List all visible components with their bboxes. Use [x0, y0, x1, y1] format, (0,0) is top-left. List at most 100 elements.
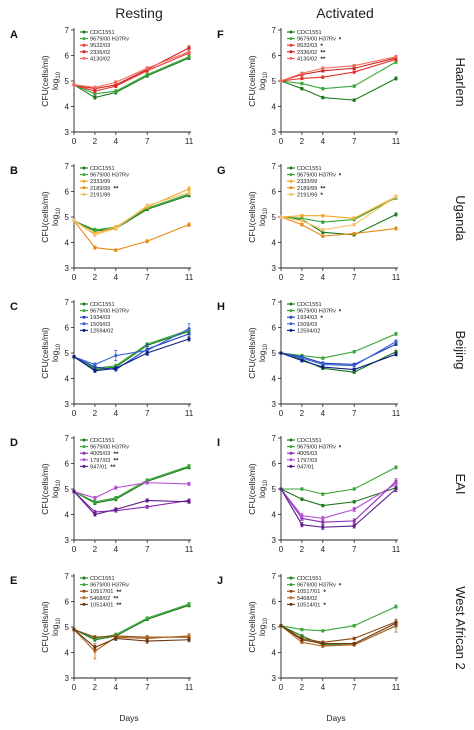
- legend-entry: 1934/03: [90, 315, 110, 321]
- data-point: [187, 55, 191, 59]
- y-tick-label: 6: [65, 52, 70, 61]
- legend-entry: 1509/03: [297, 322, 317, 328]
- data-point: [394, 212, 398, 217]
- y-tick-label: 5: [65, 349, 70, 358]
- x-tick-label: 4: [114, 409, 119, 418]
- x-tick-label: 7: [352, 137, 357, 146]
- data-point: [114, 636, 118, 641]
- x-tick-label: 2: [300, 137, 305, 146]
- y-tick-label: 6: [272, 460, 277, 469]
- legend-swatch-marker: [289, 50, 293, 54]
- y-axis-title-log: log10: [50, 207, 62, 226]
- legend-swatch-marker: [82, 464, 86, 468]
- y-tick-label: 7: [65, 26, 70, 35]
- data-point: [394, 226, 398, 231]
- data-point: [72, 489, 76, 494]
- legend-entry: 1797/03: [297, 458, 317, 464]
- y-axis-title: CFU(cells/ml): [247, 601, 257, 653]
- x-tick-label: 7: [145, 273, 150, 282]
- x-tick-label: 7: [352, 273, 357, 282]
- y-tick-label: 4: [272, 239, 277, 248]
- data-point: [352, 487, 356, 491]
- panel-letter: C: [10, 301, 18, 313]
- data-point: [352, 500, 356, 504]
- data-point: [145, 639, 149, 643]
- x-tick-label: 2: [93, 545, 98, 554]
- legend-significance: **: [320, 186, 326, 193]
- legend-swatch-marker: [289, 166, 293, 170]
- panel-letter: G: [217, 165, 226, 177]
- data-point: [114, 353, 118, 358]
- data-point: [145, 616, 149, 620]
- legend-significance: *: [323, 602, 326, 609]
- y-tick-label: 3: [65, 536, 70, 545]
- strain-label-haarlem: Haarlem: [453, 57, 468, 106]
- panel-letter: F: [217, 29, 224, 41]
- legend-entry: 947/01: [297, 464, 314, 470]
- column-title-activated: Activated: [316, 5, 374, 21]
- y-axis-title: CFU(cells/ml): [40, 191, 50, 243]
- data-point: [300, 638, 304, 642]
- series-line: [73, 193, 190, 231]
- chart-panel-h: H 3 4 5 6 7 0 2 4 7 11 CFU(cells/ml) log10 CDC1551967…: [217, 298, 401, 418]
- data-point: [352, 370, 356, 374]
- data-point: [352, 624, 356, 628]
- y-axis-title-log: log10: [257, 343, 269, 362]
- chart-panel-e: E 3 4 5 6 7 0 2 4 7 11 CFU(cells/ml) log10 CDC1551967…: [10, 572, 194, 692]
- legend-swatch-marker: [289, 56, 293, 60]
- data-point: [352, 66, 356, 70]
- legend-significance: *: [320, 315, 323, 322]
- data-point: [93, 95, 97, 100]
- x-tick-label: 4: [321, 409, 326, 418]
- y-axis-title-log: log10: [257, 479, 269, 498]
- data-point: [300, 514, 304, 518]
- legend-entry: 9679/00 H37Rv: [90, 583, 129, 589]
- y-tick-label: 6: [272, 188, 277, 197]
- x-tick-label: 7: [145, 137, 150, 146]
- data-point: [300, 356, 304, 360]
- data-point: [114, 496, 118, 500]
- data-point: [321, 492, 325, 496]
- legend-entry: CDC1551: [297, 302, 322, 308]
- data-point: [72, 219, 76, 223]
- legend-entry: 2189/99: [297, 186, 317, 192]
- x-tick-label: 11: [392, 545, 401, 554]
- data-point: [93, 228, 97, 232]
- legend-entry: CDC1551: [297, 166, 322, 172]
- x-axis-title-left: Days: [119, 713, 138, 723]
- legend-significance: **: [116, 602, 122, 609]
- legend-entry: 1509/03: [90, 322, 110, 328]
- y-tick-label: 4: [272, 103, 277, 112]
- series-line: [280, 480, 397, 523]
- legend-swatch-marker: [82, 438, 86, 442]
- y-tick-label: 3: [272, 674, 277, 683]
- data-point: [352, 231, 356, 236]
- y-tick-label: 3: [65, 128, 70, 137]
- series-line: [280, 77, 397, 101]
- legend-entry: 2191/99: [297, 192, 317, 198]
- y-tick-label: 7: [65, 162, 70, 171]
- y-axis-title-log: log10: [257, 71, 269, 90]
- x-tick-label: 0: [72, 273, 77, 282]
- series-line: [280, 196, 397, 219]
- legend-entry: 9679/00 H37Rv: [297, 583, 336, 589]
- legend-swatch-marker: [82, 173, 86, 177]
- legend-swatch-marker: [82, 179, 86, 183]
- legend-entry: CDC1551: [90, 302, 115, 308]
- data-point: [187, 482, 191, 486]
- panel-letter: D: [10, 437, 18, 449]
- y-tick-label: 4: [65, 649, 70, 658]
- data-point: [321, 66, 325, 70]
- legend-swatch-marker: [82, 445, 86, 449]
- x-tick-label: 4: [321, 273, 326, 282]
- x-tick-label: 0: [279, 683, 284, 692]
- legend-entry: CDC1551: [90, 438, 115, 444]
- data-point: [321, 95, 325, 100]
- x-tick-label: 4: [114, 683, 119, 692]
- legend-entry: 9679/00 H37Rv: [297, 445, 336, 451]
- series-line: [73, 604, 190, 641]
- data-point: [321, 516, 325, 520]
- legend-swatch-marker: [289, 602, 293, 606]
- legend-swatch-marker: [289, 438, 293, 442]
- data-point: [352, 367, 356, 372]
